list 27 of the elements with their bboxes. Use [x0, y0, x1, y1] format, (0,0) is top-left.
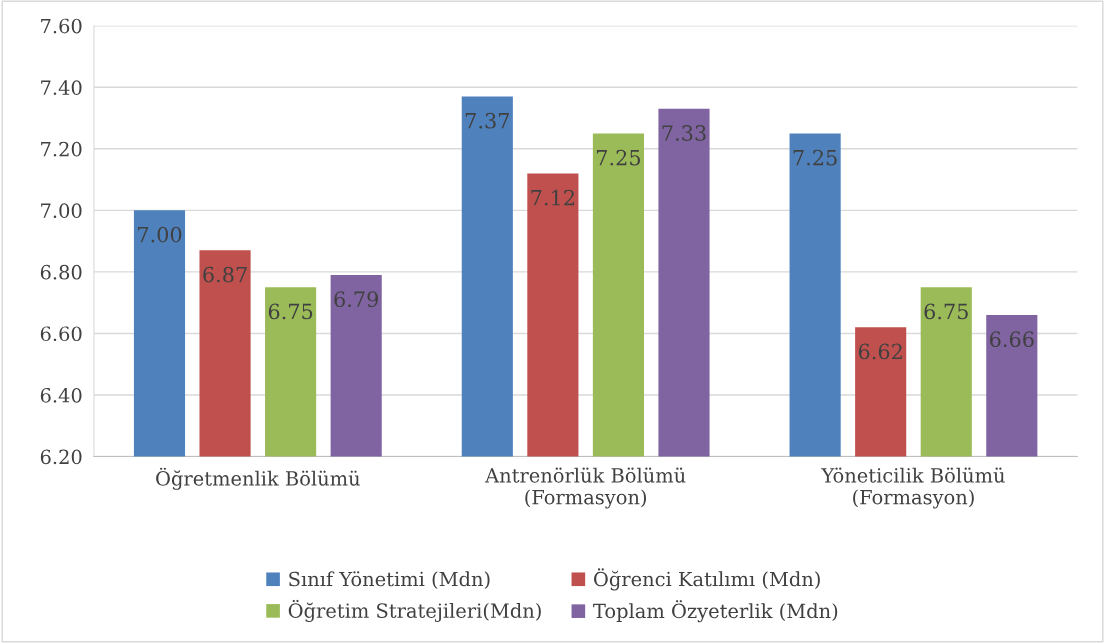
y-tick-label: 6.80: [40, 264, 82, 280]
y-tick-label: 7.60: [41, 18, 82, 34]
data-label: 7.37: [465, 112, 509, 129]
y-tick-label: 6.60: [40, 326, 82, 342]
y-tick-label: 6.40: [40, 387, 82, 403]
data-label: 6.87: [203, 266, 247, 283]
data-label: 7.12: [531, 189, 575, 206]
y-tick-label: 6.20: [40, 449, 82, 465]
data-label: 6.79: [334, 291, 378, 308]
data-label: 7.33: [662, 125, 706, 141]
data-label: 6.75: [268, 303, 313, 320]
y-tick-label: 7.40: [41, 80, 82, 95]
legend-label: Sınıf Yönetimi (Mdn): [289, 571, 490, 590]
data-label: 6.62: [858, 343, 902, 360]
data-label: 7.00: [138, 226, 182, 243]
legend-label: Öğrenci Katılımı (Mdn): [594, 568, 820, 591]
x-tick-label: Öğretmenlik Bölümü: [156, 467, 360, 490]
data-label: 7.25: [596, 149, 641, 166]
x-tick-label: Yöneticilik Bölümü (Formasyon): [821, 467, 1005, 509]
y-tick-label: 7.20: [41, 141, 82, 157]
legend-label: Toplam Özyeterlik (Mdn): [593, 600, 838, 623]
data-label: 7.25: [793, 149, 837, 166]
data-label: 6.66: [990, 331, 1034, 348]
data-label: 6.75: [924, 303, 968, 320]
y-tick-label: 7.00: [41, 203, 82, 219]
x-tick-label: Antrenörlük Bölümü (Formasyon): [484, 467, 686, 509]
legend-label: Öğretim Stratejileri(Mdn): [288, 599, 541, 623]
